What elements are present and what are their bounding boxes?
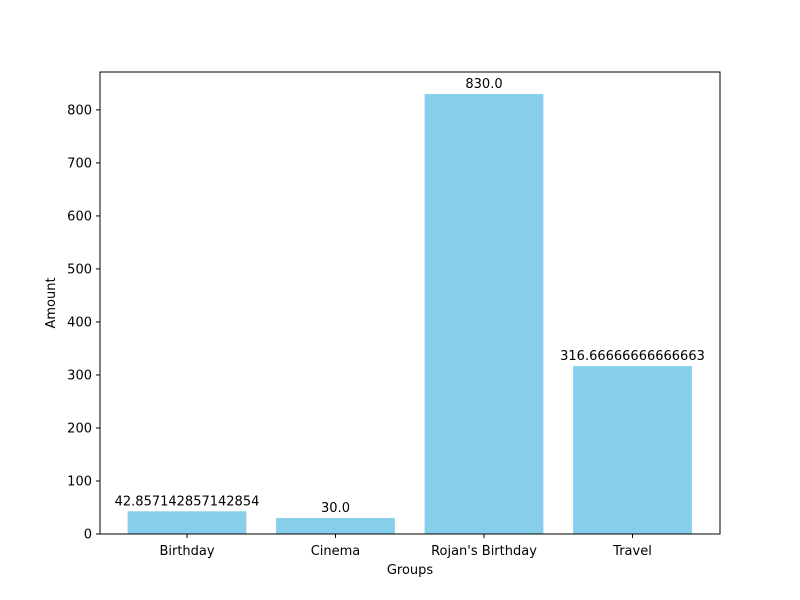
bars-layer: [127, 94, 692, 534]
x-tick-label: Travel: [612, 544, 652, 559]
bar-1: [276, 518, 395, 534]
bar-value-label: 42.857142857142854: [115, 494, 260, 509]
bar-value-label: 830.0: [465, 77, 502, 92]
bar-value-label: 30.0: [321, 501, 350, 516]
bar-0: [127, 511, 247, 534]
y-tick-label: 700: [67, 156, 92, 171]
x-tick-label: Birthday: [159, 544, 214, 559]
x-axis: Birthday Cinema Rojan's Birthday Travel: [159, 534, 652, 559]
y-tick-label: 500: [67, 262, 92, 277]
x-tick-label: Rojan's Birthday: [431, 544, 537, 559]
bar-2: [424, 94, 544, 534]
y-axis: 0 100 200 300 400 500 600 700 800: [67, 103, 100, 543]
y-tick-label: 300: [67, 368, 92, 383]
y-tick-label: 0: [84, 528, 92, 543]
bar-value-label: 316.66666666666663: [560, 349, 705, 364]
y-tick-label: 800: [67, 103, 92, 118]
value-labels-layer: 42.857142857142854 30.0 830.0 316.666666666…: [115, 77, 705, 516]
x-tick-label: Cinema: [311, 544, 361, 559]
plot-frame: [99, 71, 721, 535]
y-tick-label: 200: [67, 421, 92, 436]
y-tick-label: 400: [67, 315, 92, 330]
x-axis-title: Groups: [387, 563, 434, 578]
y-tick-label: 100: [67, 474, 92, 489]
bar-3: [573, 366, 692, 534]
y-axis-title: Amount: [44, 277, 59, 328]
y-tick-label: 600: [67, 209, 92, 224]
